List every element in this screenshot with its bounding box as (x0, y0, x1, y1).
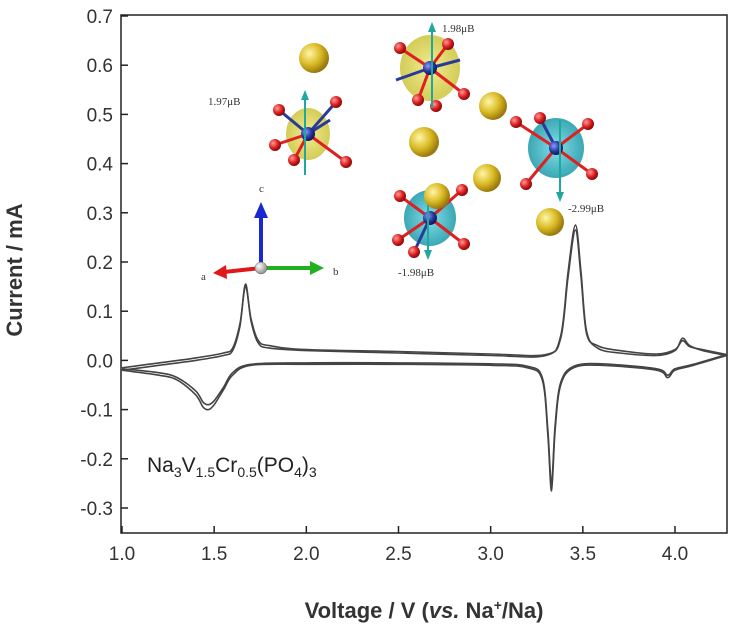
y-tick-label: 0.6 (87, 56, 113, 77)
cv-series-line (121, 224, 727, 371)
axis-c-label: c (259, 183, 264, 195)
cv-curves (121, 224, 727, 492)
y-tick-label: 0.2 (87, 253, 113, 274)
plot-frame (120, 14, 728, 534)
vanadium-octahedron-4: -2.99μB (510, 112, 604, 215)
cv-series-line (121, 229, 727, 369)
y-tick-label: 0.0 (87, 351, 113, 372)
axis-a-label: a (201, 271, 206, 283)
y-axis-ticks: 0.7 0.6 0.5 0.4 0.3 0.2 0.1 0.0 -0.1 -0.2 -0.3 (80, 7, 128, 520)
cv-series-line (121, 353, 727, 485)
x-tick-label: 2.0 (293, 544, 319, 565)
x-axis-ticks: 1.0 1.5 2.0 2.5 3.0 3.5 4.0 (109, 526, 688, 565)
sodium-atoms (299, 43, 564, 236)
y-tick-label: -0.2 (80, 450, 113, 471)
y-tick-label: 0.5 (87, 105, 113, 126)
moment-label-3: -1.98μB (398, 267, 434, 279)
y-axis-label: Current / mA (2, 203, 27, 336)
x-tick-label: 3.5 (570, 544, 596, 565)
structure-inset: c a b 1.97μB (201, 22, 604, 283)
y-tick-label: 0.3 (87, 204, 113, 225)
cv-series-line (121, 354, 727, 492)
x-tick-label: 2.5 (385, 544, 411, 565)
vanadium-octahedron-2: 1.98μB (394, 22, 474, 112)
y-tick-label: 0.1 (87, 302, 113, 323)
lattice-axes: c a b (201, 183, 339, 283)
compound-formula: Na3V1.5Cr0.5(PO4)3 (147, 454, 317, 480)
moment-label-1: 1.97μB (208, 96, 240, 108)
moment-label-4: -2.99μB (568, 203, 604, 215)
y-tick-label: -0.1 (80, 401, 113, 422)
y-tick-label: 0.4 (87, 155, 114, 176)
y-tick-label: -0.3 (80, 499, 113, 520)
x-tick-label: 3.0 (477, 544, 503, 565)
moment-label-2: 1.98μB (442, 23, 474, 35)
y-tick-label: 0.7 (87, 7, 113, 28)
x-tick-label: 4.0 (662, 544, 688, 565)
x-tick-label: 1.5 (201, 544, 227, 565)
axis-b-label: b (333, 266, 339, 278)
x-tick-label: 1.0 (109, 544, 135, 565)
x-axis-label: Voltage / V (vs. Na+/Na) (305, 597, 544, 623)
vanadium-octahedron-1: 1.97μB (208, 90, 352, 175)
